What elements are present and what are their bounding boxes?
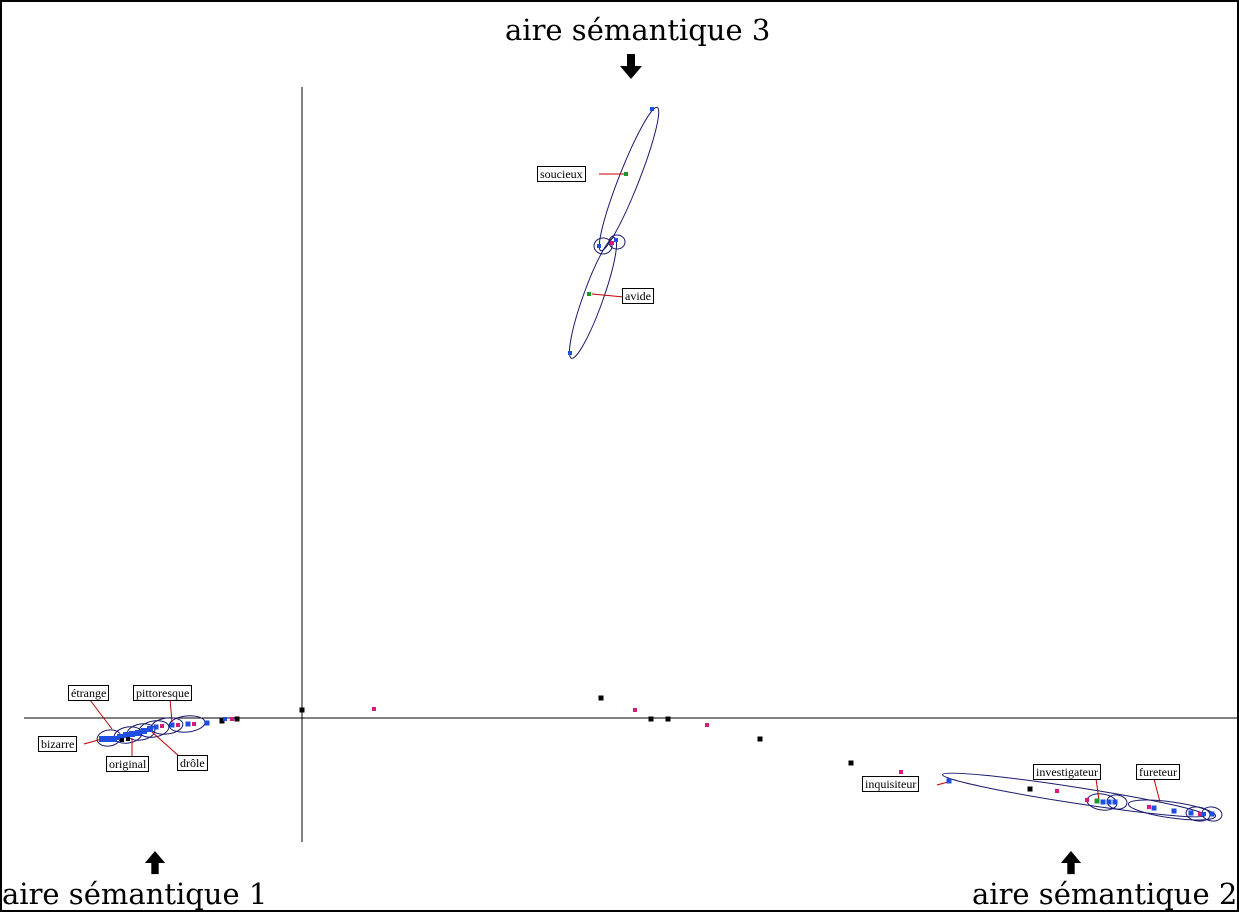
arrow-up-icon [144, 851, 166, 875]
data-point [1151, 805, 1157, 811]
cluster-ellipse [598, 106, 660, 252]
word-label-pittoresque: pittoresque [133, 685, 193, 701]
cluster-ellipses [96, 106, 1223, 822]
data-point [160, 724, 164, 728]
data-point [1147, 805, 1151, 809]
data-point [135, 730, 141, 736]
data-point [223, 717, 227, 721]
area-label-1: aire sémantique 1 [2, 877, 268, 911]
data-point [614, 238, 618, 242]
leader-line [89, 699, 113, 730]
data-point [650, 107, 654, 111]
data-point [598, 695, 604, 701]
data-point [204, 720, 210, 726]
data-point [111, 736, 117, 742]
leader-line [169, 698, 173, 723]
data-point [123, 732, 129, 738]
data-point [147, 726, 153, 732]
data-point [141, 728, 147, 734]
data-point [129, 731, 135, 737]
data-point [705, 723, 709, 727]
cluster-ellipse [593, 237, 613, 255]
data-point [757, 736, 763, 742]
leader-lines [83, 173, 1161, 803]
data-point [1209, 811, 1215, 817]
data-point [665, 716, 671, 722]
word-label-investigateur: investigateur [1033, 764, 1101, 780]
data-point [946, 778, 952, 784]
data-point [1027, 786, 1033, 792]
data-point [1100, 799, 1106, 805]
data-point [1188, 810, 1194, 816]
arrow-down-icon [620, 54, 642, 79]
data-point [120, 738, 124, 742]
leader-line [591, 293, 625, 298]
leader-line [1153, 778, 1161, 803]
data-point [1094, 798, 1100, 804]
data-point [624, 172, 628, 176]
data-point [597, 244, 601, 248]
data-point [633, 708, 637, 712]
data-point [587, 292, 591, 296]
data-point [1112, 799, 1118, 805]
data-point [372, 707, 376, 711]
word-label-inquisiteur: inquisiteur [862, 776, 920, 792]
cluster-ellipse [568, 237, 618, 359]
data-point [1171, 808, 1177, 814]
data-point [99, 736, 105, 742]
word-label-fureteur: fureteur [1136, 764, 1180, 780]
data-point [1055, 789, 1059, 793]
data-point [1202, 812, 1206, 816]
data-point [1085, 798, 1089, 802]
data-point [299, 707, 305, 713]
data-point [899, 770, 903, 774]
data-point [117, 734, 123, 740]
word-label-etrange: étrange [68, 685, 110, 701]
area-label-3: aire sémantique 3 [505, 13, 771, 47]
data-point [126, 737, 130, 741]
data-point [568, 351, 572, 355]
data-point [192, 722, 196, 726]
arrow-up-icon [1060, 851, 1082, 875]
area-label-2: aire sémantique 2 [972, 877, 1238, 911]
data-point [105, 736, 111, 742]
word-label-original: original [106, 756, 150, 772]
data-point [234, 716, 240, 722]
cluster-ellipse [608, 234, 626, 250]
data-point [1198, 812, 1202, 816]
data-point [176, 723, 180, 727]
data-point [185, 721, 191, 727]
data-points [99, 107, 1215, 817]
data-point [169, 722, 175, 728]
leader-line [936, 781, 949, 786]
data-point [230, 717, 234, 721]
leader-line [1095, 778, 1100, 801]
data-point [153, 724, 159, 730]
word-label-bizarre: bizarre [38, 736, 78, 752]
data-point [1106, 799, 1112, 805]
word-label-soucieux: soucieux [537, 166, 586, 182]
word-label-drole: drôle [177, 755, 208, 771]
leader-line [151, 731, 181, 758]
data-point [848, 760, 854, 766]
data-point [219, 718, 225, 724]
cluster-ellipse [1127, 799, 1217, 821]
data-point [648, 716, 654, 722]
data-point [610, 241, 614, 245]
word-label-avide: avide [622, 288, 654, 304]
